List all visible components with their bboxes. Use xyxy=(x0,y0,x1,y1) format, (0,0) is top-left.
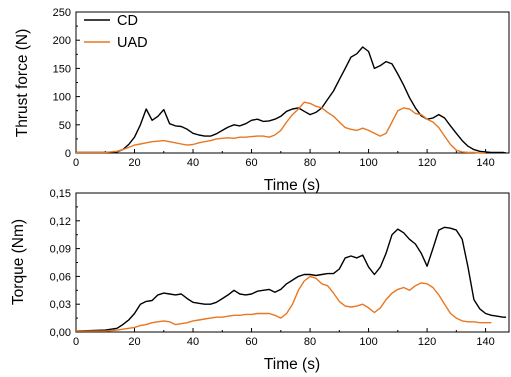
x-tick-label: 100 xyxy=(359,336,377,348)
thrust-force-panel: 0 20 40 60 80 100 120 140 0 50 100 150 200 250 Time (… xyxy=(14,7,510,194)
x-tick-label: 120 xyxy=(418,157,436,169)
y-axis-title: Torque (Nm) xyxy=(10,219,27,305)
series-line-cd xyxy=(75,226,507,332)
x-tick-label: 0 xyxy=(73,157,79,169)
series-group xyxy=(75,226,507,332)
series-group xyxy=(76,46,507,154)
x-tick-label: 40 xyxy=(187,336,199,348)
series-line-cd xyxy=(76,46,507,154)
y-tick-label: 50 xyxy=(59,120,71,132)
y-tick-label: 100 xyxy=(53,92,71,104)
legend-label-uad: UAD xyxy=(117,35,148,51)
y-axis-title: Thrust force (N) xyxy=(14,29,31,138)
x-tick-label: 140 xyxy=(476,336,494,348)
y-tick-label: 0 xyxy=(65,148,71,160)
tick-group: 0 20 40 60 80 100 120 140 0 50 100 150 200 250 xyxy=(53,7,495,169)
y-tick-label: 0,09 xyxy=(50,244,71,256)
x-tick-label: 0 xyxy=(73,336,79,348)
y-tick-label: 0,06 xyxy=(50,271,71,283)
y-tick-label: 150 xyxy=(53,63,71,75)
x-tick-label: 20 xyxy=(128,336,140,348)
series-line-uad xyxy=(76,101,486,154)
x-tick-label: 140 xyxy=(476,157,494,169)
x-tick-label: 120 xyxy=(418,336,436,348)
x-tick-label: 80 xyxy=(304,336,316,348)
x-axis-title: Time (s) xyxy=(264,177,320,194)
tick-group: 0 20 40 60 80 100 120 140 0,00 0,03 0,06 0,09 0,12 0,… xyxy=(50,188,495,348)
torque-panel: 0 20 40 60 80 100 120 140 0,00 0,03 0,06 0,09 0,12 0,… xyxy=(10,188,510,373)
y-tick-label: 0,00 xyxy=(50,327,71,339)
x-tick-label: 80 xyxy=(304,157,316,169)
x-tick-label: 100 xyxy=(359,157,377,169)
series-line-uad xyxy=(76,275,492,332)
y-tick-label: 200 xyxy=(53,35,71,47)
x-tick-label: 60 xyxy=(245,336,257,348)
legend: CD UAD xyxy=(84,13,148,51)
x-tick-label: 60 xyxy=(245,157,257,169)
legend-label-cd: CD xyxy=(117,13,138,29)
x-tick-label: 40 xyxy=(187,157,199,169)
x-axis-title: Time (s) xyxy=(264,356,320,373)
y-tick-label: 0,03 xyxy=(50,299,71,311)
x-tick-label: 20 xyxy=(128,157,140,169)
y-tick-label: 250 xyxy=(53,7,71,19)
y-tick-label: 0,12 xyxy=(50,216,71,228)
plot-frame xyxy=(75,192,510,333)
plot-frame xyxy=(75,11,510,154)
y-tick-label: 0,15 xyxy=(50,188,71,200)
